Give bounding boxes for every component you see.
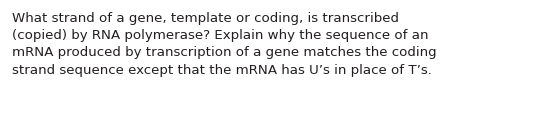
Text: What strand of a gene, template or coding, is transcribed
(copied) by RNA polyme: What strand of a gene, template or codin… — [12, 12, 436, 77]
